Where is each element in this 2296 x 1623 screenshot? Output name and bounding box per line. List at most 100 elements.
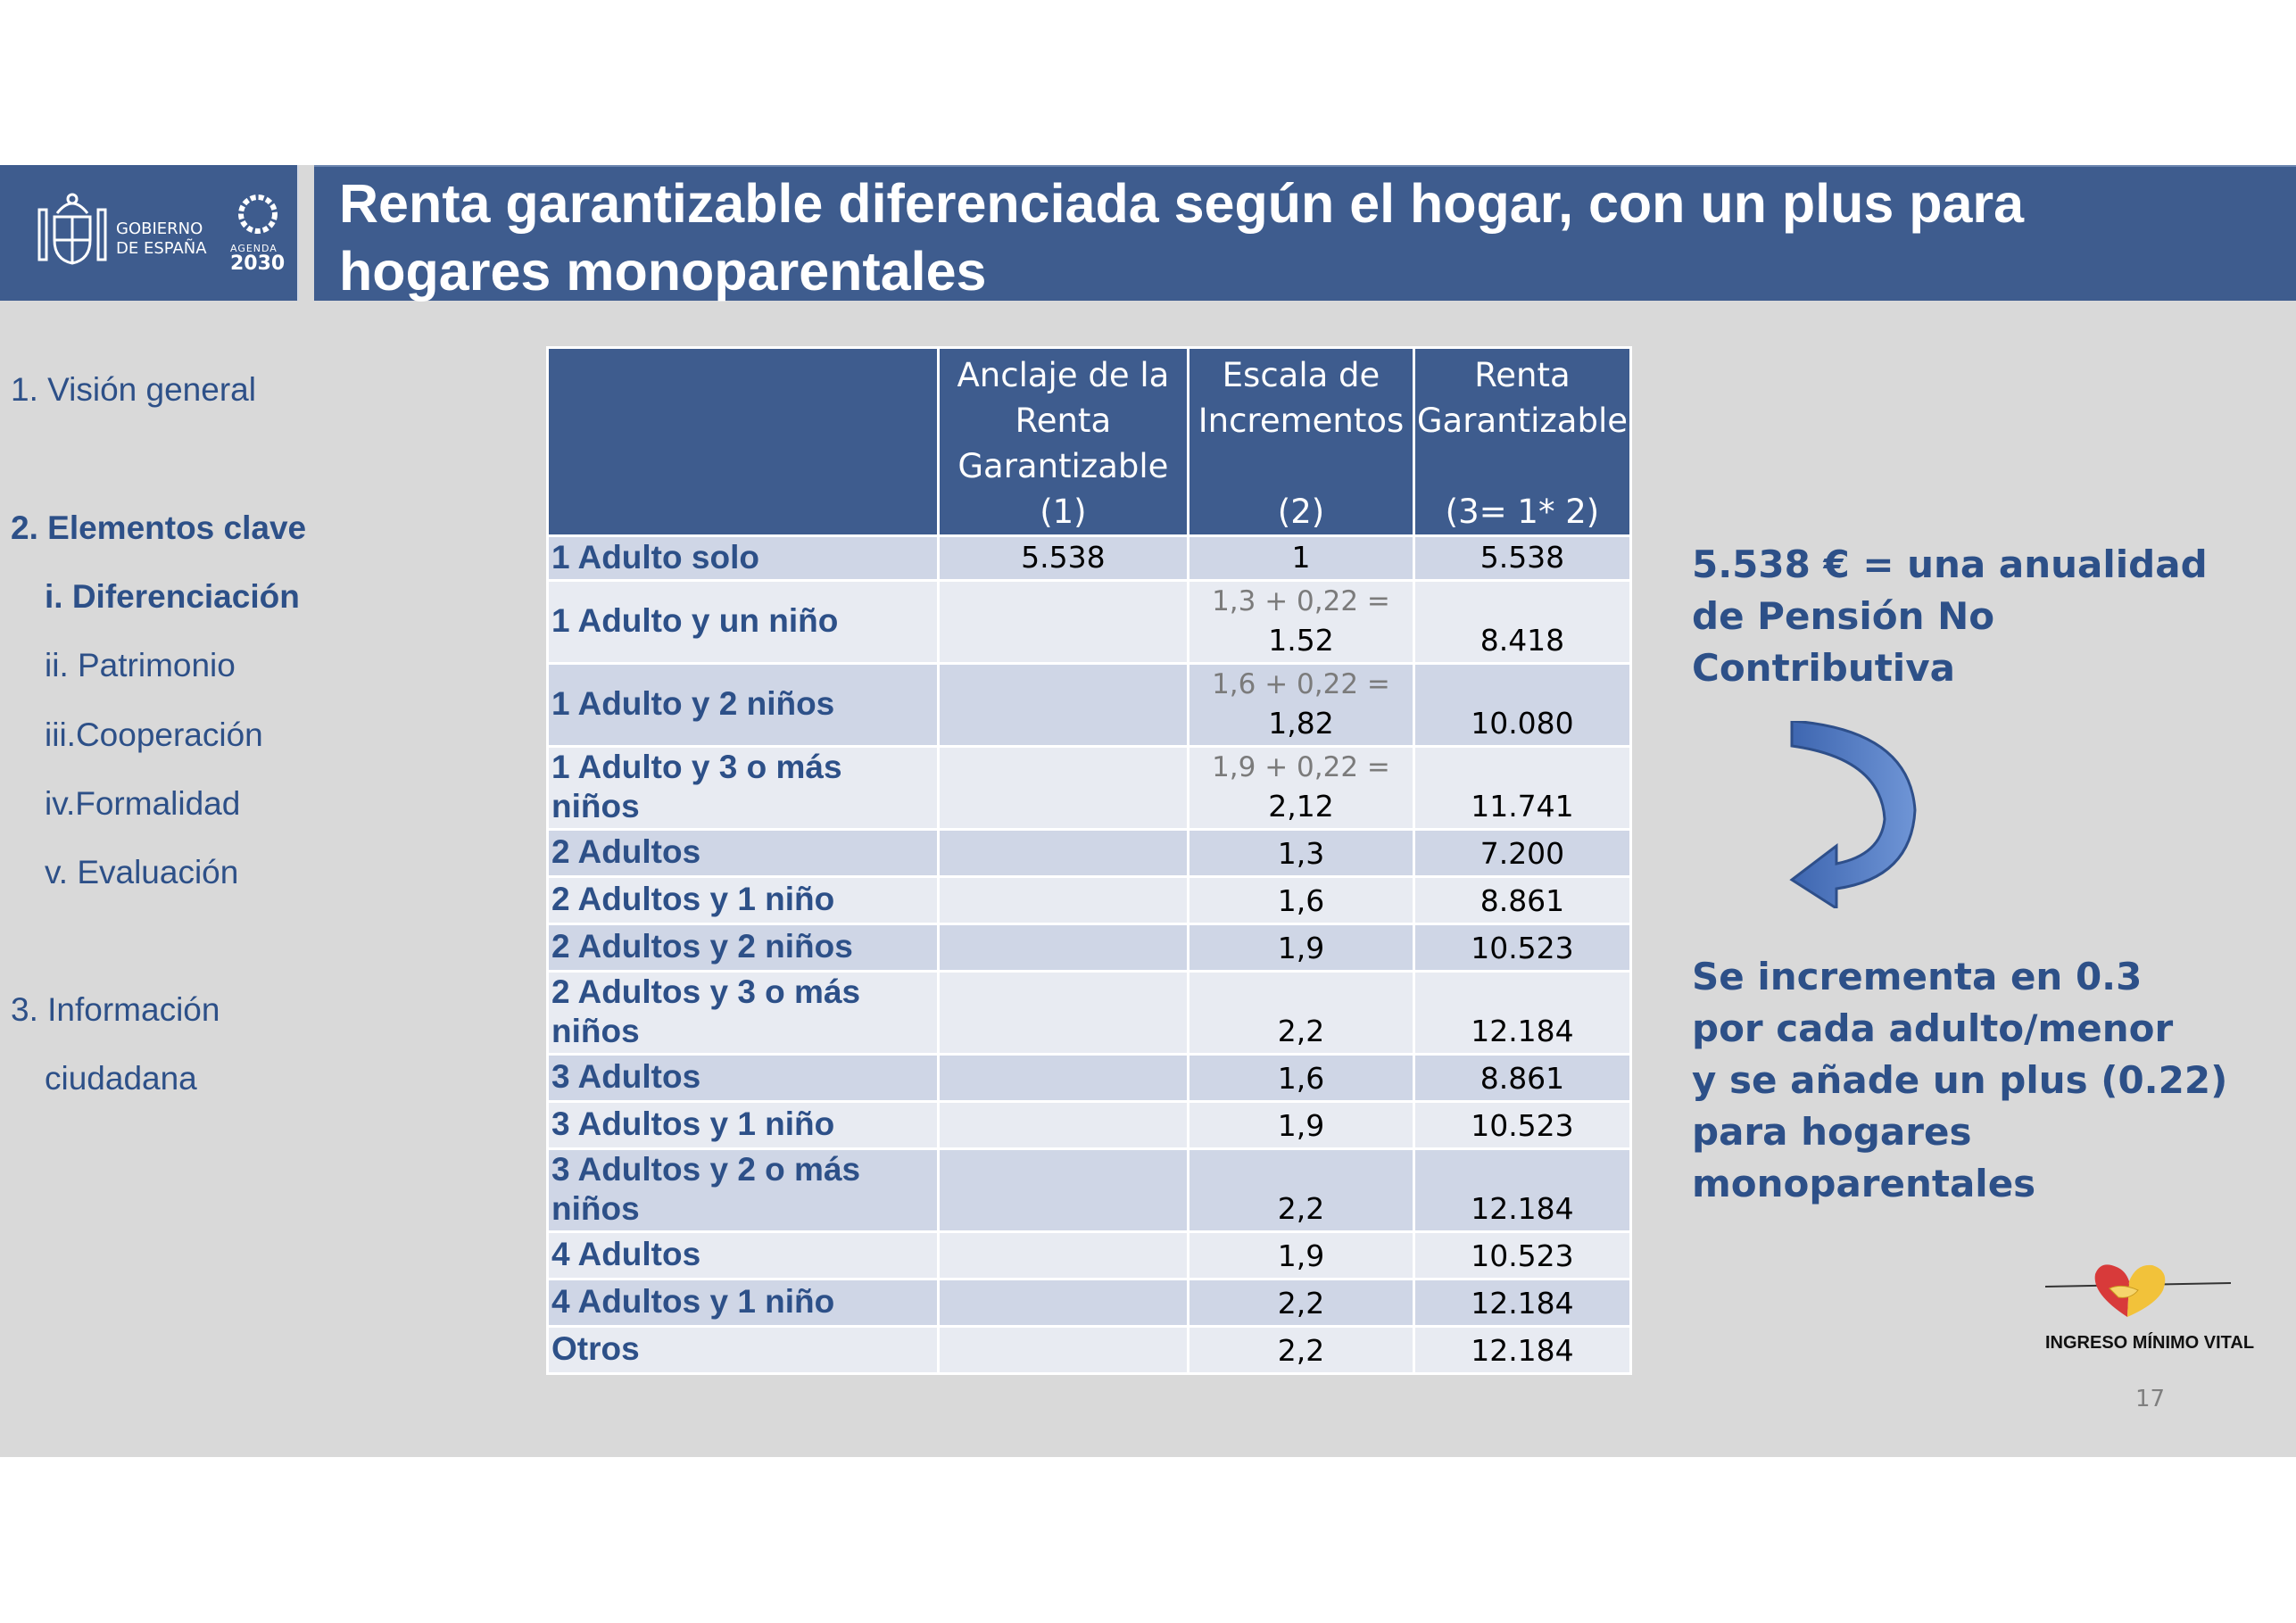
household-type-cell: 2 Adultos y 2 niños: [546, 923, 940, 973]
note-incremento-line-2: por cada adulto/menor: [1692, 1006, 2174, 1050]
header-escala-num: (2): [1277, 493, 1325, 531]
anclaje-cell: [936, 1100, 1190, 1150]
escala-cell: 1,9: [1187, 1230, 1415, 1280]
household-type-cell: 1 Adulto solo: [546, 534, 940, 582]
anclaje-cell: [936, 1325, 1190, 1375]
title-line-2: hogares monoparentales: [339, 241, 987, 302]
nav-patrimonio[interactable]: ii. Patrimonio: [45, 647, 236, 683]
note-incremento-line-1: Se incrementa en 0.3: [1692, 955, 2143, 998]
nav-vision-general[interactable]: 1. Visión general: [11, 371, 256, 408]
escala-value: 1: [1291, 540, 1311, 575]
agenda-2030-wheel-icon: [238, 195, 278, 234]
renta-cell: 8.861: [1412, 875, 1633, 925]
table-row: 1 Adulto y un niño 1,3 + 0,22 = 1.52 8.418: [546, 579, 1633, 665]
nav-formalidad[interactable]: iv.Formalidad: [45, 785, 241, 822]
household-type-cell: 2 Adultos: [546, 828, 940, 878]
renta-cell: 8.418: [1412, 579, 1633, 665]
escala-value: 1.52: [1268, 623, 1334, 658]
renta-cell: 10.523: [1412, 1230, 1633, 1280]
escala-cell: 1,9: [1187, 1100, 1415, 1150]
header-renta-num: (3= 1* 2): [1445, 493, 1600, 531]
title-line-1: Renta garantizable diferenciada según el…: [339, 173, 2025, 234]
nav-ciudadana[interactable]: ciudadana: [45, 1060, 197, 1097]
table-row: 2 Adultos y 3 o más niños 2,2 12.184: [546, 970, 1633, 1056]
escala-value: 2,2: [1277, 1286, 1325, 1321]
escala-value: 2,2: [1277, 1191, 1325, 1226]
curved-arrow-icon: [1789, 721, 1917, 908]
escala-value: 2,2: [1277, 1014, 1325, 1048]
escala-cell: 1: [1187, 534, 1415, 582]
header-empty: [546, 346, 940, 537]
escala-cell: 1,3: [1187, 828, 1415, 878]
table-row: Otros 2,2 12.184: [546, 1325, 1633, 1375]
nav-evaluacion[interactable]: v. Evaluación: [45, 854, 239, 890]
table-row: 2 Adultos y 2 niños 1,9 10.523: [546, 923, 1633, 973]
header-anclaje: Anclaje de la Renta Garantizable (1): [936, 346, 1190, 537]
household-type-cell: 2 Adultos y 1 niño: [546, 875, 940, 925]
escala-formula: 1,9 + 0,22 =: [1212, 751, 1390, 783]
anclaje-cell: [936, 1278, 1190, 1328]
anclaje-cell: [936, 828, 1190, 878]
header-escala: Escala de Incrementos (2): [1187, 346, 1415, 537]
anclaje-cell: [936, 662, 1190, 748]
government-name: GOBIERNO DE ESPAÑA: [116, 219, 207, 259]
note-pension-line-2: de Pensión No: [1692, 594, 1995, 638]
household-type-cell: 3 Adultos: [546, 1053, 940, 1103]
anclaje-cell: [936, 1053, 1190, 1103]
anclaje-cell: [936, 875, 1190, 925]
renta-cell: 8.861: [1412, 1053, 1633, 1103]
table-row: 3 Adultos y 1 niño 1,9 10.523: [546, 1100, 1633, 1150]
escala-formula: 1,3 + 0,22 =: [1212, 585, 1390, 617]
agenda-year: 2030: [230, 253, 286, 275]
renta-cell: 10.080: [1412, 662, 1633, 748]
table-row: 2 Adultos 1,3 7.200: [546, 828, 1633, 878]
escala-cell: 1,6: [1187, 875, 1415, 925]
gov-line-2: DE ESPAÑA: [116, 239, 207, 258]
note-incremento-line-4: para hogares: [1692, 1110, 1972, 1154]
anclaje-cell: [936, 1147, 1190, 1233]
nav-diferenciacion[interactable]: i. Diferenciación: [45, 578, 300, 615]
note-pension-line-1: 5.538 € = una anualidad: [1692, 542, 2208, 586]
nav-elementos-clave[interactable]: 2. Elementos clave: [11, 509, 307, 546]
escala-value: 2,2: [1277, 1333, 1325, 1368]
table-row: 4 Adultos 1,9 10.523: [546, 1230, 1633, 1280]
household-type-cell: 3 Adultos y 2 o más niños: [546, 1147, 940, 1233]
anclaje-cell: [936, 1230, 1190, 1280]
ingreso-minimo-vital-label: INGRESO MÍNIMO VITAL: [2045, 1333, 2255, 1353]
escala-cell: 2,2: [1187, 1147, 1415, 1233]
header-anclaje-num: (1): [1040, 493, 1087, 531]
escala-value: 1,6: [1277, 883, 1325, 918]
escala-cell: 2,2: [1187, 1325, 1415, 1375]
renta-table: Anclaje de la Renta Garantizable (1) Esc…: [546, 346, 1633, 1375]
coat-of-arms-icon: [37, 193, 107, 265]
table-row: 1 Adulto y 3 o más niños 1,9 + 0,22 = 2,12…: [546, 745, 1633, 831]
nav-informacion[interactable]: 3. Información: [11, 991, 220, 1028]
anclaje-cell: 5.538: [936, 534, 1190, 582]
escala-value: 1,3: [1277, 836, 1325, 871]
agenda-label: AGENDA: [230, 243, 278, 254]
household-type-cell: 1 Adulto y 3 o más niños: [546, 745, 940, 831]
renta-cell: 12.184: [1412, 1147, 1633, 1233]
household-type-cell: 2 Adultos y 3 o más niños: [546, 970, 940, 1056]
note-pension: 5.538 € = una anualidad de Pensión No Co…: [1692, 539, 2208, 694]
escala-cell: 1,6: [1187, 1053, 1415, 1103]
escala-value: 1,9: [1277, 1108, 1325, 1143]
renta-cell: 10.523: [1412, 923, 1633, 973]
household-type-cell: 1 Adulto y un niño: [546, 579, 940, 665]
government-logo-panel: GOBIERNO DE ESPAÑA AGENDA 2030: [0, 165, 299, 301]
household-type-cell: 3 Adultos y 1 niño: [546, 1100, 940, 1150]
table-row: 4 Adultos y 1 niño 2,2 12.184: [546, 1278, 1633, 1328]
household-type-cell: 4 Adultos y 1 niño: [546, 1278, 940, 1328]
renta-cell: 5.538: [1412, 534, 1633, 582]
nav-cooperacion[interactable]: iii.Cooperación: [45, 716, 263, 753]
escala-cell: 1,9 + 0,22 = 2,12: [1187, 745, 1415, 831]
table-row: 1 Adulto solo 5.538 1 5.538: [546, 534, 1633, 582]
table-header-row: Anclaje de la Renta Garantizable (1) Esc…: [546, 346, 1633, 537]
escala-value: 2,12: [1268, 789, 1334, 824]
renta-cell: 12.184: [1412, 970, 1633, 1056]
note-pension-line-3: Contributiva: [1692, 646, 1955, 690]
escala-value: 1,9: [1277, 931, 1325, 965]
escala-cell: 2,2: [1187, 970, 1415, 1056]
note-incremento-line-5: monoparentales: [1692, 1162, 2036, 1205]
household-type-cell: 4 Adultos: [546, 1230, 940, 1280]
